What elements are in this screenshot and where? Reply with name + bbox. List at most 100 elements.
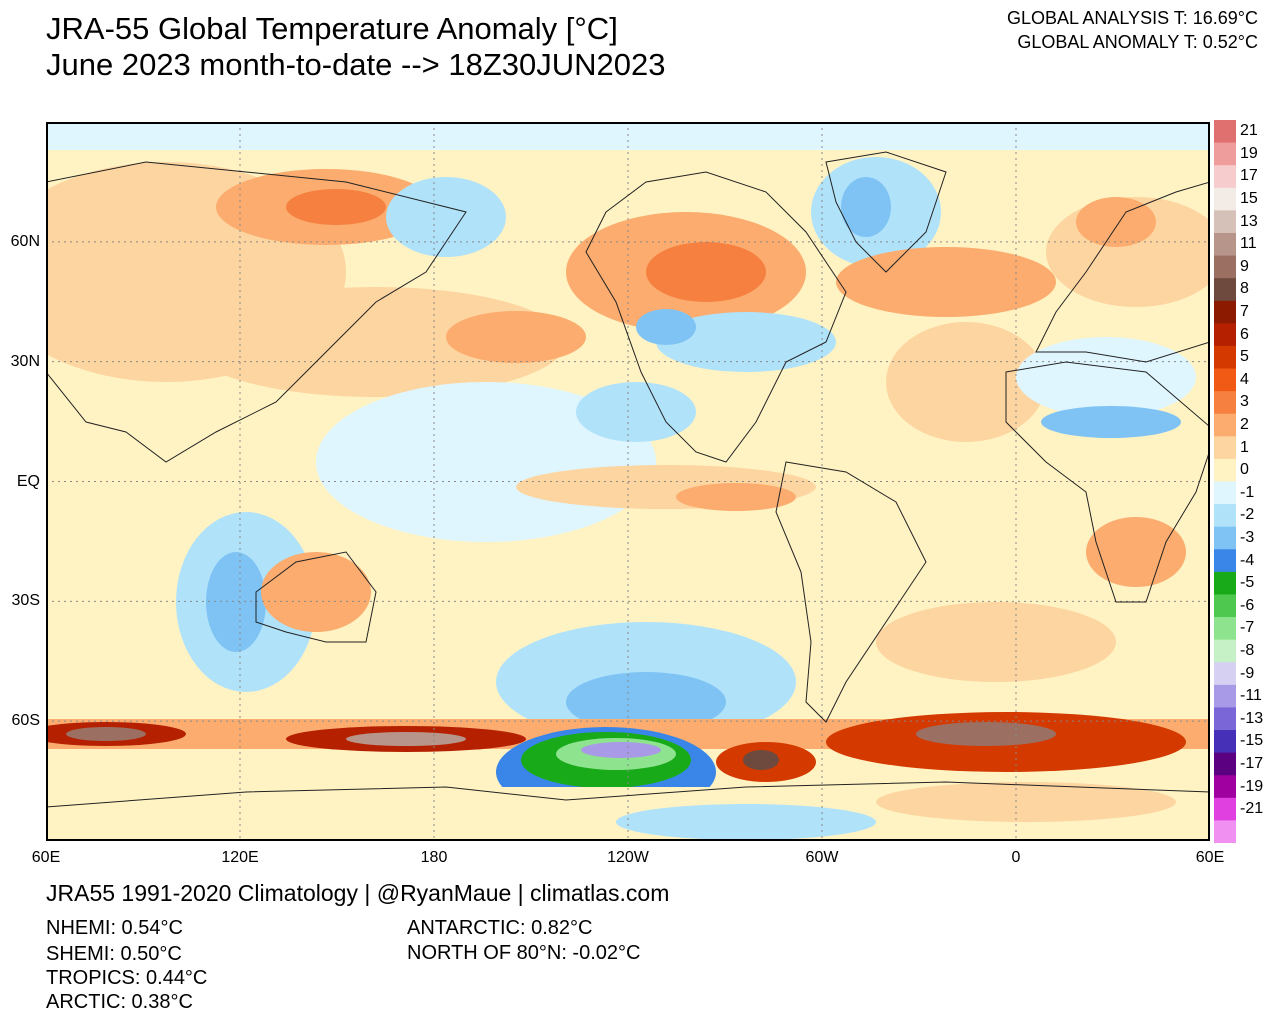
anomaly-region-scandinavia — [1076, 197, 1156, 247]
coastline-antarctica — [46, 781, 1210, 808]
colorbar-level-label: -5 — [1240, 574, 1255, 592]
coastline-north-america — [585, 171, 847, 463]
anomaly-region-so-east-core — [916, 722, 1056, 746]
climatology-credit: JRA55 1991-2020 Climatology | @RyanMaue … — [46, 880, 670, 906]
colorbar-swatch — [1214, 165, 1236, 189]
stat-tropics: TROPICS: 0.44°C — [46, 967, 208, 989]
map-title: JRA-55 Global Temperature Anomaly [°C] — [46, 11, 618, 46]
colorbar — [1214, 120, 1236, 843]
colorbar-level-label: 13 — [1240, 212, 1258, 230]
colorbar-swatch — [1214, 549, 1236, 573]
colorbar-level-label: -1 — [1240, 483, 1255, 501]
anomaly-region-canada-core — [646, 242, 766, 302]
colorbar-swatch — [1214, 662, 1236, 686]
colorbar-swatch — [1214, 571, 1236, 595]
graticule — [46, 122, 1210, 841]
coastline-asia — [46, 161, 467, 463]
colorbar-level-label: -8 — [1240, 641, 1255, 659]
colorbar-level-label: 3 — [1240, 393, 1249, 411]
colorbar-level-label: 1 — [1240, 438, 1249, 456]
colorbar-level-label: -13 — [1240, 709, 1264, 727]
map-frame — [46, 122, 1210, 841]
lon-label: 60E — [1195, 849, 1225, 866]
anomaly-region-sahel — [1041, 406, 1181, 438]
colorbar-level-label: 19 — [1240, 144, 1258, 162]
lat-label: 60S — [11, 712, 40, 730]
colorbar-level-label: -2 — [1240, 506, 1255, 524]
colorbar-swatch — [1214, 481, 1236, 505]
anomaly-region-australia — [261, 552, 371, 632]
global-anomaly-temperature: GLOBAL ANOMALY T: 0.52°C — [1017, 32, 1258, 52]
stat-arctic: ARCTIC: 0.38°C — [46, 991, 193, 1013]
lon-label: 120E — [221, 849, 259, 866]
colorbar-swatch — [1214, 391, 1236, 415]
anomaly-region-east-siberia-core — [286, 189, 386, 225]
anomaly-region-sp-core — [566, 672, 726, 732]
colorbar-level-label: -9 — [1240, 664, 1255, 682]
anomaly-region-so-center-core — [346, 732, 466, 746]
colorbar-swatch — [1214, 526, 1236, 550]
stat-shemi: SHEMI: 0.50°C — [46, 943, 182, 965]
colorbar-level-label: 5 — [1240, 348, 1249, 366]
anomaly-region-south-atlantic — [876, 602, 1116, 682]
colorbar-level-label: 8 — [1240, 280, 1249, 298]
coastline-south-america — [775, 461, 927, 723]
anomaly-map — [46, 122, 1210, 841]
stat-nhemi: NHEMI: 0.54°C — [46, 917, 183, 939]
colorbar-level-label: -4 — [1240, 551, 1255, 569]
stat-north-of-80n: NORTH OF 80°N: -0.02°C — [407, 942, 641, 964]
colorbar-level-label: -6 — [1240, 596, 1255, 614]
colorbar-swatch — [1214, 187, 1236, 211]
colorbar-swatch — [1214, 820, 1236, 843]
colorbar-level-label: 11 — [1240, 235, 1257, 253]
anomaly-region-north-atlantic — [836, 247, 1056, 317]
colorbar-swatch — [1214, 345, 1236, 370]
colorbar-swatch — [1214, 458, 1236, 482]
colorbar-swatch — [1214, 797, 1236, 821]
lat-label: 60N — [10, 232, 40, 250]
colorbar-swatch — [1214, 594, 1236, 618]
colorbar-swatch — [1214, 504, 1236, 528]
anomaly-region-south-africa — [1086, 517, 1186, 587]
colorbar-level-label: 7 — [1240, 303, 1249, 321]
colorbar-level-label: -19 — [1240, 777, 1264, 795]
colorbar-swatch — [1214, 142, 1236, 166]
colorbar-swatch — [1214, 436, 1236, 460]
anomaly-region-antarctic-east — [876, 782, 1176, 822]
anomaly-region-bering — [386, 177, 506, 257]
colorbar-level-label: -15 — [1240, 732, 1264, 750]
coastline-australia — [255, 551, 377, 643]
anomaly-region-us — [656, 312, 836, 372]
anomaly-region-north-pacific — [186, 287, 566, 397]
colorbar-level-label: -3 — [1240, 528, 1255, 546]
coastlines — [46, 151, 1210, 808]
anomaly-region-trop-cool — [576, 382, 696, 442]
anomaly-map-canvas — [46, 122, 1210, 841]
anomaly-region-bellingshausen-core — [743, 750, 779, 770]
colorbar-level-label: 9 — [1240, 257, 1249, 275]
anomaly-region-enso-core — [676, 483, 796, 511]
stat-antarctic: ANTARCTIC: 0.82°C — [407, 917, 593, 939]
colorbar-swatch — [1214, 639, 1236, 663]
anomaly-region-us-core — [636, 309, 696, 345]
colorbar-swatch — [1214, 617, 1236, 641]
global-analysis-temperature: GLOBAL ANALYSIS T: 16.69°C — [1007, 8, 1258, 28]
anomaly-region-indian-core — [206, 552, 266, 652]
colorbar-level-label: 4 — [1240, 370, 1249, 388]
colorbar-level-label: -11 — [1240, 687, 1262, 705]
colorbar-level-label: 0 — [1240, 461, 1249, 479]
colorbar-swatch — [1214, 707, 1236, 731]
colorbar-swatch — [1214, 730, 1236, 754]
colorbar-swatch — [1214, 323, 1236, 347]
coastline-greenland — [825, 151, 947, 273]
colorbar-swatch — [1214, 775, 1236, 799]
lon-label: 60W — [805, 849, 839, 866]
anomaly-region-sahara — [1016, 337, 1196, 417]
colorbar-swatch — [1214, 684, 1236, 708]
anomaly-region-ross-core — [581, 742, 661, 758]
lon-label: 60E — [31, 849, 61, 866]
colorbar-level-label: -7 — [1240, 619, 1255, 637]
map-subtitle: June 2023 month-to-date --> 18Z30JUN2023 — [46, 47, 666, 82]
colorbar-level-label: 2 — [1240, 416, 1249, 434]
colorbar-level-label: 6 — [1240, 325, 1249, 343]
